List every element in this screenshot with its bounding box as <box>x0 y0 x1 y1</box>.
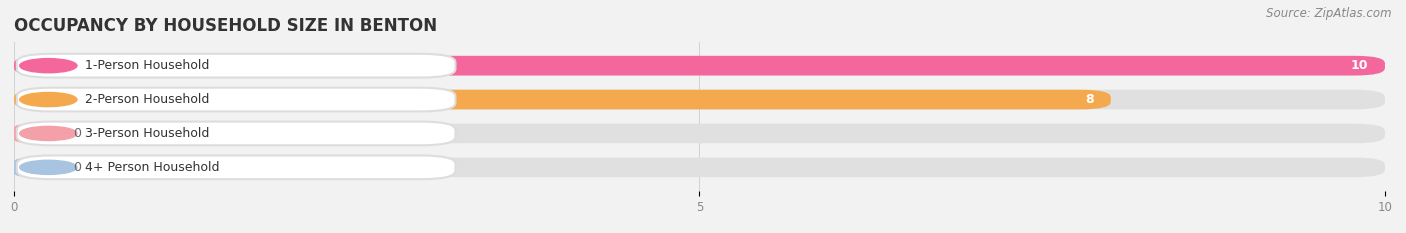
Text: 3-Person Household: 3-Person Household <box>86 127 209 140</box>
Circle shape <box>20 126 77 140</box>
FancyBboxPatch shape <box>14 56 1385 75</box>
FancyBboxPatch shape <box>14 90 1111 109</box>
Text: 4+ Person Household: 4+ Person Household <box>86 161 219 174</box>
Circle shape <box>20 93 77 107</box>
FancyBboxPatch shape <box>14 158 52 177</box>
Circle shape <box>20 58 77 73</box>
Text: 1-Person Household: 1-Person Household <box>86 59 209 72</box>
FancyBboxPatch shape <box>17 54 456 78</box>
Text: 0: 0 <box>73 127 82 140</box>
Text: 10: 10 <box>1351 59 1368 72</box>
FancyBboxPatch shape <box>14 124 1385 143</box>
Text: OCCUPANCY BY HOUSEHOLD SIZE IN BENTON: OCCUPANCY BY HOUSEHOLD SIZE IN BENTON <box>14 17 437 35</box>
FancyBboxPatch shape <box>17 88 456 111</box>
FancyBboxPatch shape <box>17 155 456 179</box>
Text: 0: 0 <box>73 161 82 174</box>
FancyBboxPatch shape <box>14 90 1385 109</box>
Text: 8: 8 <box>1085 93 1094 106</box>
Circle shape <box>20 160 77 175</box>
FancyBboxPatch shape <box>17 122 456 145</box>
FancyBboxPatch shape <box>14 56 1385 75</box>
Text: Source: ZipAtlas.com: Source: ZipAtlas.com <box>1267 7 1392 20</box>
FancyBboxPatch shape <box>14 158 1385 177</box>
Text: 2-Person Household: 2-Person Household <box>86 93 209 106</box>
FancyBboxPatch shape <box>14 124 52 143</box>
